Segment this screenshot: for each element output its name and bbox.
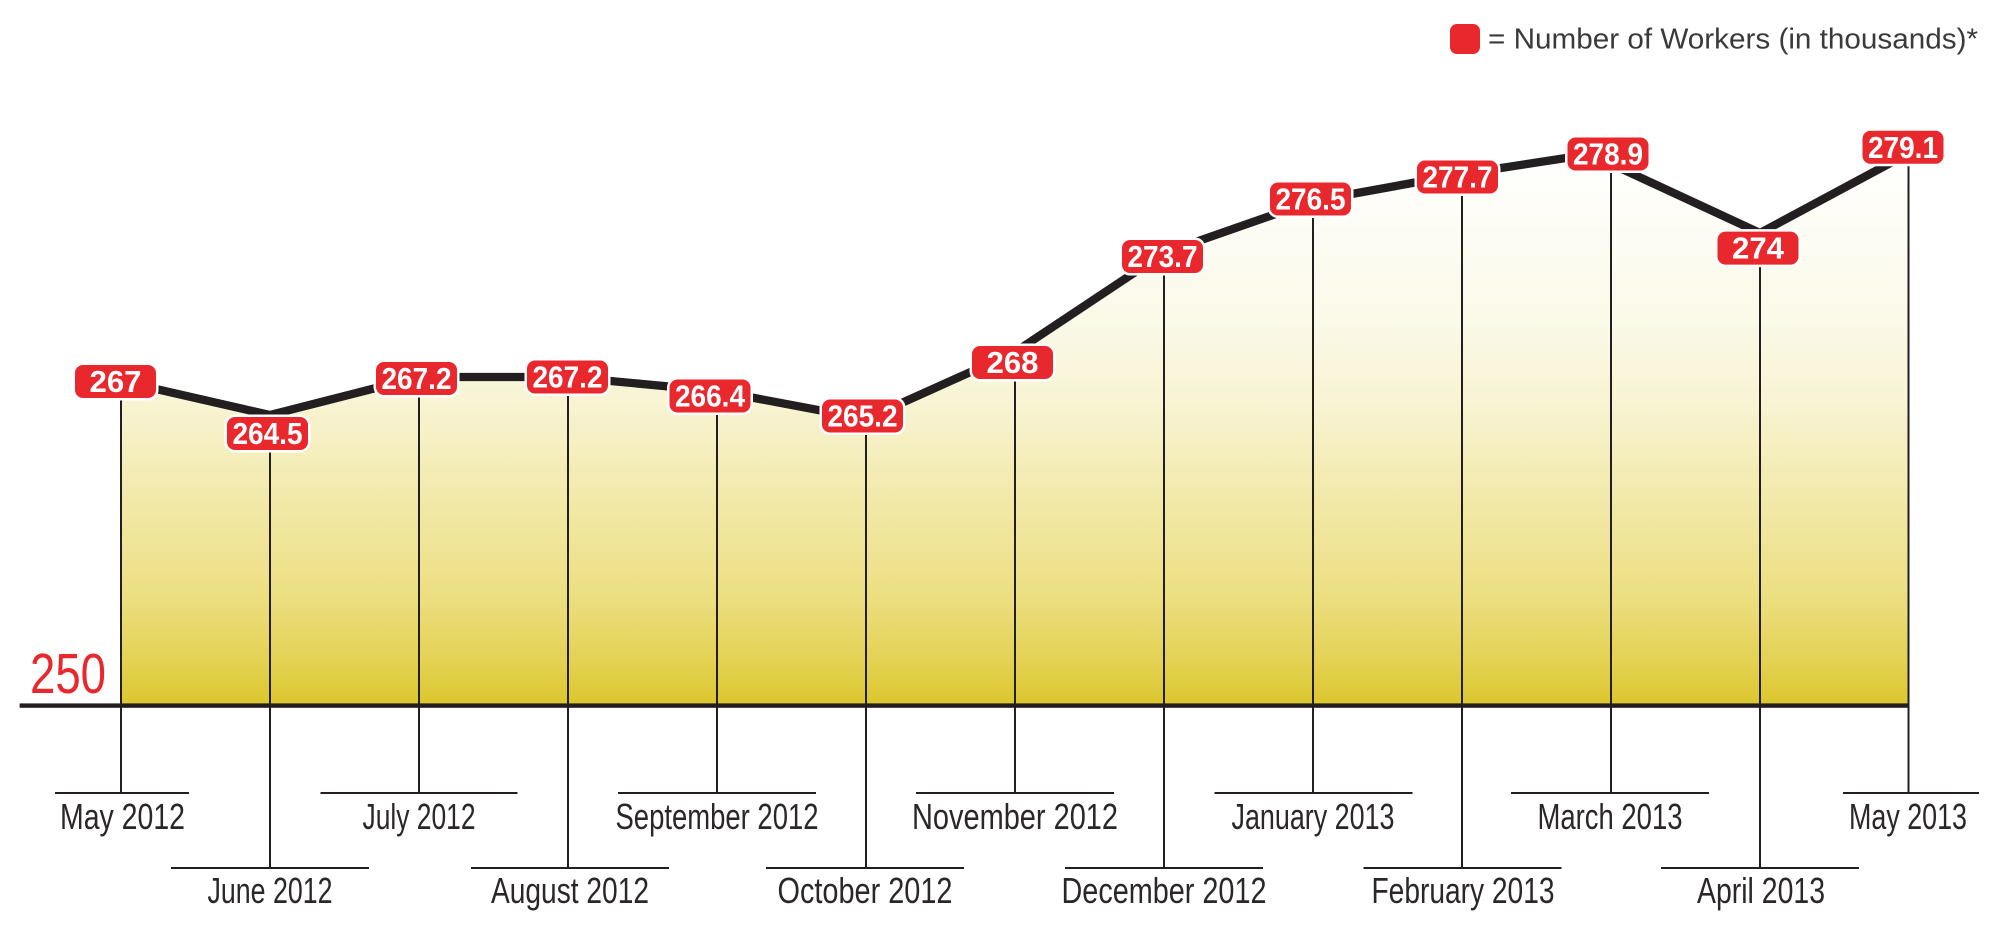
svg-text:267.2: 267.2 bbox=[382, 362, 452, 396]
svg-text:November 2012: November 2012 bbox=[912, 796, 1118, 837]
svg-text:267.2: 267.2 bbox=[533, 361, 603, 395]
svg-text:February 2013: February 2013 bbox=[1372, 870, 1555, 911]
svg-text:264.5: 264.5 bbox=[233, 417, 303, 451]
svg-text:May 2013: May 2013 bbox=[1849, 796, 1967, 837]
svg-text:May 2012: May 2012 bbox=[60, 796, 185, 837]
svg-text:April 2013: April 2013 bbox=[1697, 870, 1825, 911]
svg-text:December 2012: December 2012 bbox=[1062, 870, 1267, 911]
svg-text:March 2013: March 2013 bbox=[1538, 796, 1683, 837]
svg-text:279.1: 279.1 bbox=[1868, 131, 1938, 165]
svg-text:June 2012: June 2012 bbox=[208, 870, 333, 911]
svg-text:= Number of Workers (in thousa: = Number of Workers (in thousands)* bbox=[1488, 24, 1978, 56]
svg-text:250: 250 bbox=[30, 642, 106, 706]
svg-text:277.7: 277.7 bbox=[1423, 161, 1493, 195]
svg-text:273.7: 273.7 bbox=[1128, 240, 1198, 274]
svg-text:267: 267 bbox=[90, 365, 142, 399]
svg-text:276.5: 276.5 bbox=[1276, 183, 1346, 217]
svg-text:July 2012: July 2012 bbox=[363, 796, 476, 837]
svg-text:274: 274 bbox=[1732, 232, 1784, 266]
svg-text:268: 268 bbox=[987, 346, 1039, 380]
svg-text:265.2: 265.2 bbox=[828, 400, 898, 434]
svg-text:October 2012: October 2012 bbox=[778, 870, 953, 911]
svg-text:266.4: 266.4 bbox=[675, 380, 745, 414]
svg-text:January 2013: January 2013 bbox=[1232, 796, 1395, 837]
svg-text:August 2012: August 2012 bbox=[491, 870, 649, 911]
svg-text:September 2012: September 2012 bbox=[616, 796, 819, 837]
svg-text:278.9: 278.9 bbox=[1573, 138, 1643, 172]
